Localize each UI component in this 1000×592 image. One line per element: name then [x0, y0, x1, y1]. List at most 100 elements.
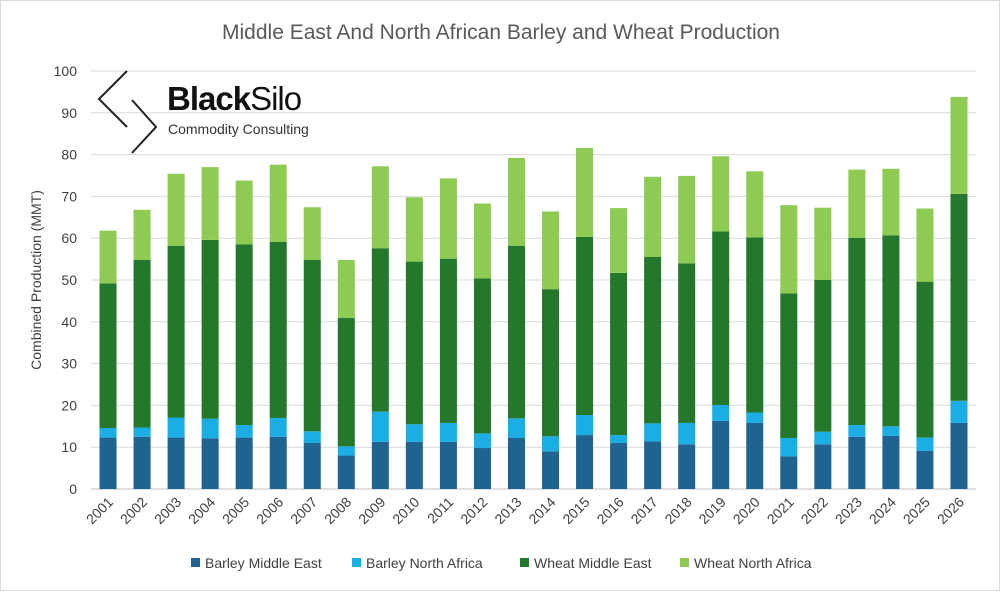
x-tick-label: 2025 — [900, 494, 933, 527]
bar-segment — [678, 422, 696, 445]
bar-segment — [133, 209, 151, 260]
bar-segment — [507, 438, 525, 489]
y-tick-label: 100 — [54, 63, 78, 79]
bar-segment — [746, 171, 764, 238]
bar-segment — [678, 263, 696, 423]
legend-label: Wheat North Africa — [694, 555, 812, 571]
bar-segment — [916, 281, 934, 438]
x-tick-label: 2004 — [185, 494, 218, 527]
y-tick-label: 10 — [61, 439, 77, 455]
y-tick-label: 0 — [69, 481, 77, 497]
bar-segment — [950, 96, 968, 194]
y-tick-label: 90 — [61, 105, 77, 121]
legend-swatch — [352, 558, 361, 567]
x-tick-label: 2010 — [389, 494, 422, 527]
y-tick-label: 40 — [61, 314, 77, 330]
bar-segment — [337, 455, 355, 489]
bar-segment — [916, 450, 934, 489]
bar-segment — [303, 431, 321, 444]
bar-segment — [542, 436, 560, 452]
bar-segment — [950, 422, 968, 489]
bar-segment — [235, 437, 253, 489]
bar-segment — [167, 173, 185, 246]
x-tick-label: 2011 — [424, 494, 457, 527]
bar-segment — [269, 436, 287, 489]
bar-segment — [882, 435, 900, 489]
bar-segment — [780, 438, 798, 457]
legend-label: Barley Middle East — [205, 555, 322, 571]
bar-segment — [473, 203, 491, 279]
x-tick-label: 2026 — [934, 494, 967, 527]
bar-segment — [916, 208, 934, 282]
bar-segment — [235, 425, 253, 438]
bar-segment — [576, 147, 594, 237]
x-tick-label: 2009 — [355, 494, 388, 527]
bar-segment — [405, 424, 423, 442]
bar-segment — [950, 193, 968, 401]
x-tick-label: 2023 — [832, 494, 865, 527]
bar-segment — [678, 175, 696, 264]
legend-label: Barley North Africa — [366, 555, 483, 571]
bar-segment — [712, 404, 730, 421]
bars — [99, 96, 968, 489]
bar-segment — [780, 205, 798, 294]
x-tick-label: 2014 — [525, 494, 558, 527]
bar-segment — [405, 441, 423, 489]
bar-segment — [644, 423, 662, 442]
x-tick-label: 2008 — [321, 494, 354, 527]
x-tick-label: 2017 — [627, 494, 660, 527]
bar-segment — [644, 257, 662, 424]
bar-segment — [439, 441, 457, 489]
bar-segment — [576, 236, 594, 416]
bar-segment — [303, 207, 321, 260]
bar-segment — [371, 166, 389, 249]
x-tick-label: 2021 — [764, 494, 797, 527]
bar-segment — [712, 231, 730, 405]
bar-segment — [848, 237, 866, 426]
bar-segment — [133, 436, 151, 489]
bar-segment — [814, 280, 832, 432]
x-tick-label: 2022 — [798, 494, 831, 527]
bar-segment — [814, 207, 832, 280]
bar-segment — [916, 437, 934, 451]
y-tick-label: 60 — [61, 230, 77, 246]
legend: Barley Middle East Barley North Africa Whe… — [191, 555, 812, 571]
bar-segment — [337, 318, 355, 447]
y-axis-title: Combined Production (MMT) — [28, 190, 44, 370]
legend-swatch — [191, 558, 200, 567]
bar-segment — [303, 443, 321, 489]
bar-segment — [712, 420, 730, 489]
bar-segment — [269, 241, 287, 418]
bar-segment — [746, 412, 764, 423]
logo-tagline: Commodity Consulting — [168, 121, 309, 137]
bar-segment — [542, 289, 560, 437]
x-tick-label: 2016 — [593, 494, 626, 527]
bar-segment — [542, 451, 560, 489]
bar-segment — [780, 293, 798, 439]
bar-segment — [507, 418, 525, 439]
x-tick-label: 2018 — [661, 494, 694, 527]
bar-segment — [99, 437, 117, 489]
bar-segment — [439, 178, 457, 259]
bar-segment — [473, 433, 491, 449]
y-tick-label: 50 — [61, 272, 77, 288]
bar-segment — [99, 283, 117, 428]
bar-segment — [507, 245, 525, 419]
bar-segment — [780, 456, 798, 489]
bar-segment — [269, 417, 287, 437]
bar-segment — [371, 248, 389, 412]
bar-segment — [746, 237, 764, 413]
bar-segment — [882, 168, 900, 236]
bar-segment — [848, 436, 866, 489]
bar-segment — [678, 444, 696, 489]
bar-segment — [167, 245, 185, 418]
bar-segment — [371, 441, 389, 489]
bar-segment — [337, 446, 355, 456]
bar-segment — [814, 431, 832, 445]
bar-segment — [610, 272, 628, 436]
bar-segment — [814, 444, 832, 489]
x-tick-label: 2024 — [866, 494, 899, 527]
bar-segment — [712, 156, 730, 232]
